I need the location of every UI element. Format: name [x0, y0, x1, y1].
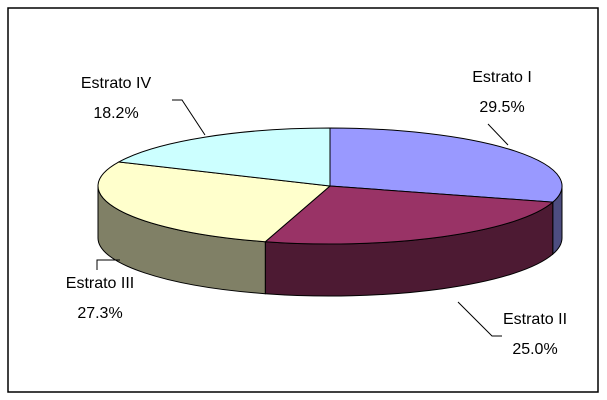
- pie-slice: [329, 127, 563, 203]
- pie-slice: [97, 161, 332, 243]
- pie-slice: [264, 185, 555, 245]
- pie-slice: [117, 127, 331, 187]
- leader-line: [457, 301, 502, 337]
- slice-value-label: 25.0%: [512, 341, 557, 358]
- leader-line: [172, 99, 206, 136]
- slice-label: Estrato I: [472, 69, 532, 86]
- slice-value-label: 29.5%: [479, 99, 524, 116]
- slice-value-label: 18.2%: [93, 105, 138, 122]
- slice-label: Estrato II: [503, 311, 567, 328]
- leader-line: [96, 259, 120, 270]
- leader-line: [487, 123, 509, 146]
- slice-label: Estrato IV: [81, 75, 152, 92]
- slice-value-label: 27.3%: [77, 305, 122, 322]
- slice-label: Estrato III: [66, 275, 134, 292]
